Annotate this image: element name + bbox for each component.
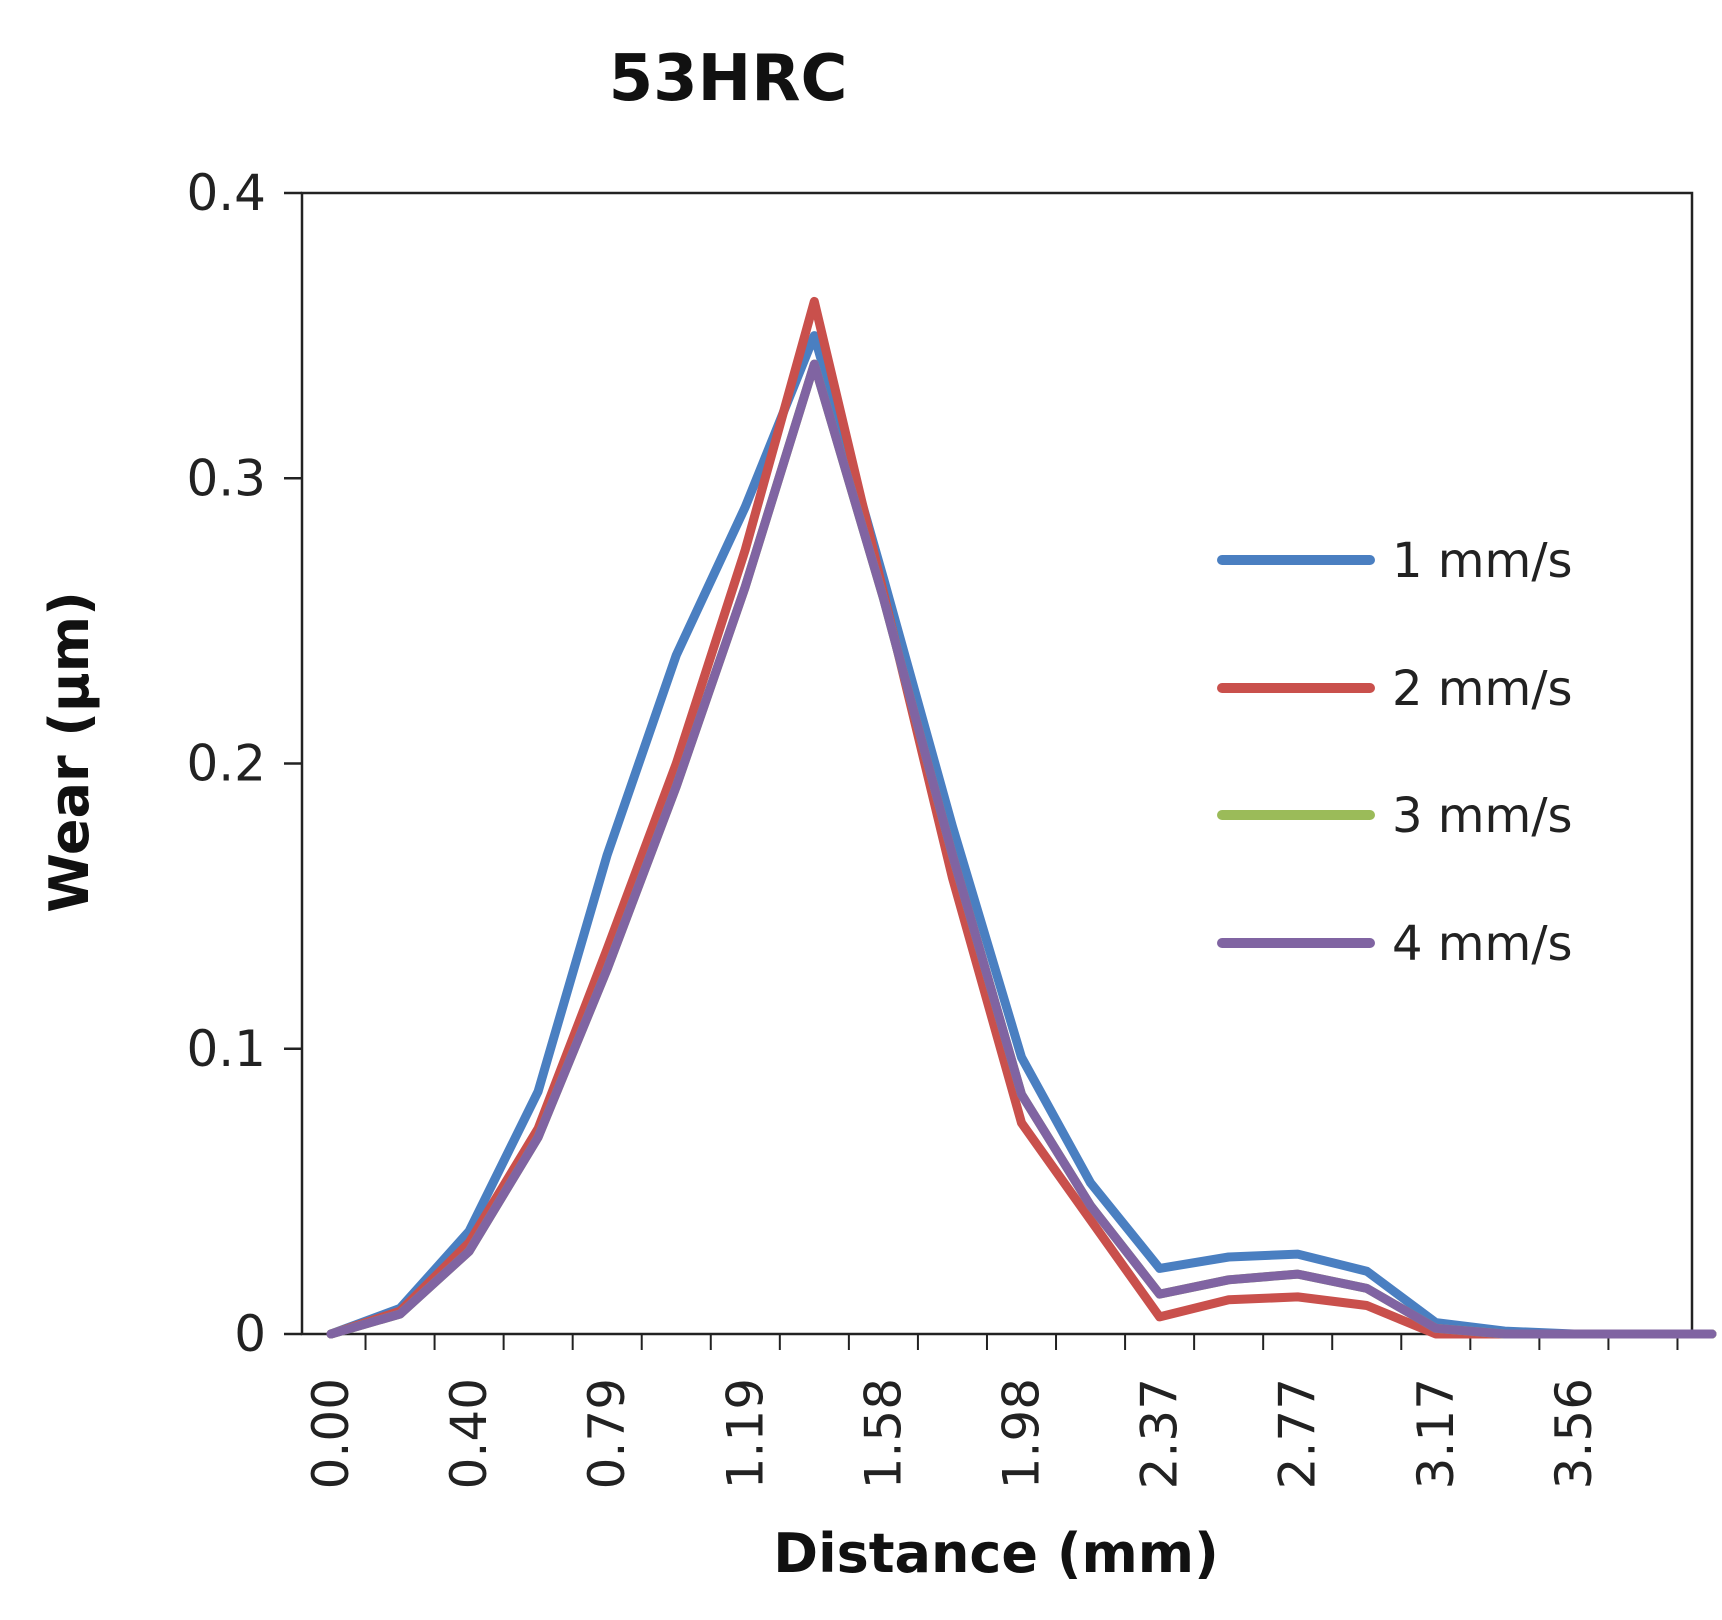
- y-tick-label: 0.1: [186, 1020, 266, 1078]
- legend-label-1: 1 mm/s: [1392, 533, 1573, 589]
- x-axis-title: Distance (mm): [773, 1522, 1219, 1585]
- series-line-4: [326, 359, 1717, 1339]
- series-line-3: [326, 359, 1717, 1339]
- x-tick-label: 0.40: [440, 1378, 498, 1489]
- y-tick-label: 0: [234, 1305, 266, 1363]
- chart-title: 53HRC: [609, 42, 848, 116]
- x-tick-label: 0.00: [302, 1378, 360, 1489]
- y-tick-label: 0.2: [186, 735, 266, 793]
- x-tick-label: 2.77: [1269, 1378, 1327, 1489]
- x-tick-label: 2.37: [1131, 1378, 1189, 1489]
- y-axis-title: Wear (µm): [38, 591, 101, 913]
- plot-area-frame: [300, 191, 1694, 1336]
- x-tick-label: 3.56: [1545, 1378, 1603, 1489]
- x-tick-label: 1.98: [993, 1378, 1051, 1489]
- y-tick-label: 0.4: [186, 164, 266, 222]
- legend-label-3: 3 mm/s: [1392, 788, 1573, 844]
- x-tick-label: 1.19: [716, 1378, 774, 1489]
- legend-label-2: 2 mm/s: [1392, 661, 1573, 717]
- x-tick-label: 0.79: [578, 1378, 636, 1489]
- y-tick-label: 0.3: [186, 449, 266, 507]
- legend-label-4: 4 mm/s: [1392, 916, 1573, 972]
- x-tick-label: 1.58: [854, 1378, 912, 1489]
- x-tick-label: 3.17: [1407, 1378, 1465, 1489]
